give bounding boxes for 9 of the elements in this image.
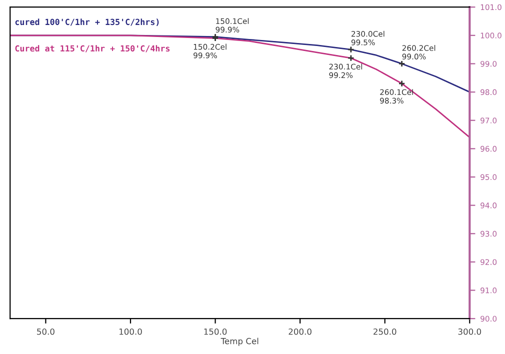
series-label: cured 100'C/1hr + 135'C/2hrs)	[15, 18, 159, 26]
series-label: Cured at 115'C/1hr + 150'C/4hrs	[15, 45, 170, 52]
x-tick-label: 300.0	[458, 328, 482, 335]
x-axis-title: Temp Cel	[220, 338, 258, 346]
x-tick-label: 100.0	[119, 328, 142, 335]
x-tick-label: 250.0	[374, 328, 396, 335]
x-tick-label: 150.0	[204, 328, 227, 335]
x-tick-label: 50.0	[37, 328, 54, 335]
x-tick-label: 200.0	[288, 328, 312, 335]
